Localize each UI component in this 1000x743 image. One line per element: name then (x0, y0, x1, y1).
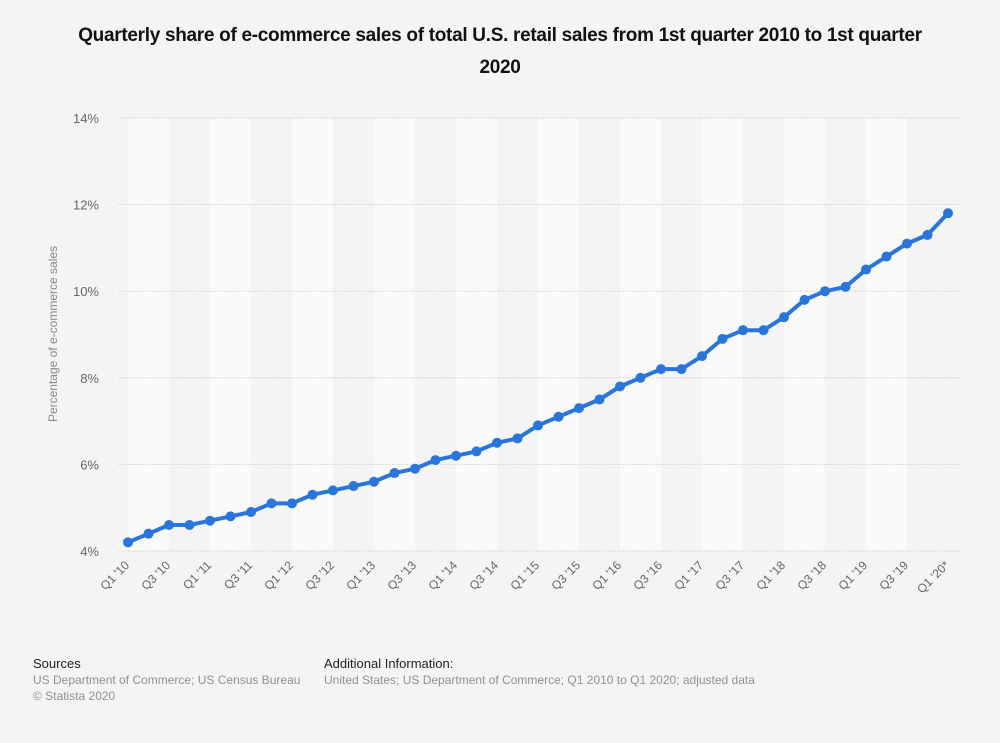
background-band (784, 118, 825, 551)
data-point[interactable] (287, 498, 297, 509)
additional-info-text: United States; US Department of Commerce… (324, 673, 755, 687)
background-band (292, 118, 333, 551)
data-point[interactable] (574, 403, 584, 414)
chart-title: Quarterly share of e-commerce sales of t… (78, 25, 922, 78)
x-tick-label: Q1 '16 (589, 558, 624, 593)
data-point[interactable] (656, 364, 666, 375)
x-tick-label: Q3 '17 (712, 558, 747, 593)
x-tick-label: Q3 '13 (384, 558, 419, 593)
data-point[interactable] (594, 394, 605, 405)
data-point[interactable] (758, 325, 769, 336)
y-tick-label: 12% (73, 198, 99, 213)
x-tick-label: Q1 '14 (425, 558, 460, 593)
x-tick-label: Q3 '15 (548, 558, 583, 593)
x-tick-label: Q3 '12 (302, 558, 337, 593)
data-point[interactable] (246, 507, 256, 518)
x-tick-label: Q1 '10 (97, 558, 132, 593)
data-point[interactable] (840, 281, 851, 292)
background-band (866, 118, 907, 551)
data-point[interactable] (943, 208, 953, 219)
data-point[interactable] (205, 515, 215, 526)
data-point[interactable] (389, 468, 400, 479)
data-point[interactable] (533, 420, 543, 431)
x-axis: Q1 '10 Q3 '10 Q1 '11 Q3 '11 Q1 '12 Q3 '12 Q1 '… (97, 558, 952, 596)
background-band (620, 118, 661, 551)
data-point[interactable] (307, 489, 318, 500)
data-point[interactable] (922, 229, 933, 240)
x-tick-label: Q3 '16 (630, 558, 665, 593)
data-point[interactable] (369, 476, 379, 487)
x-tick-label: Q3 '10 (138, 558, 173, 593)
data-point[interactable] (328, 485, 338, 496)
y-tick-label: 10% (73, 284, 99, 299)
background-band (128, 118, 169, 551)
gridlines (119, 117, 960, 552)
data-point[interactable] (123, 537, 133, 548)
data-point[interactable] (799, 294, 810, 305)
x-tick-label: Q3 '18 (794, 558, 829, 593)
data-point[interactable] (451, 450, 461, 461)
data-point[interactable] (553, 411, 564, 422)
additional-info-heading: Additional Information: (324, 656, 454, 671)
data-point[interactable] (512, 433, 523, 444)
data-point[interactable] (881, 251, 892, 262)
data-point[interactable] (779, 312, 789, 323)
x-tick-label: Q1 '18 (753, 558, 788, 593)
background-band (538, 118, 579, 551)
sources-heading: Sources (33, 656, 81, 671)
data-point[interactable] (615, 381, 625, 392)
x-tick-label: Q1 '17 (671, 558, 706, 593)
data-point[interactable] (861, 264, 871, 275)
footer-sources: Sources US Department of Commerce; US Ce… (33, 656, 300, 704)
y-tick-label: 8% (80, 371, 99, 386)
data-point[interactable] (717, 333, 728, 344)
x-tick-label: Q3 '14 (466, 558, 501, 593)
data-point[interactable] (348, 481, 359, 492)
x-tick-label: Q3 '11 (221, 558, 255, 592)
data-point[interactable] (184, 520, 195, 531)
x-tick-label: Q1 '19 (835, 558, 870, 593)
data-point[interactable] (430, 455, 441, 466)
data-point[interactable] (471, 446, 482, 457)
background-band (210, 118, 251, 551)
data-point[interactable] (164, 520, 174, 531)
y-axis: 4% 6% 8% 10% 12% 14% (73, 111, 99, 559)
x-tick-label: Q1 '15 (507, 558, 542, 593)
data-point[interactable] (697, 351, 707, 362)
background-band (456, 118, 497, 551)
sources-text: US Department of Commerce; US Census Bur… (33, 673, 301, 687)
data-point[interactable] (492, 437, 502, 448)
copyright-text: © Statista 2020 (33, 689, 116, 703)
x-tick-label: Q1 '12 (261, 558, 296, 593)
data-point[interactable] (738, 325, 748, 336)
data-point[interactable] (143, 528, 154, 539)
data-point[interactable] (820, 286, 830, 297)
y-tick-label: 14% (73, 111, 99, 126)
x-tick-label: Q1 '20* (914, 558, 952, 596)
footer-additional-info: Additional Information: United States; U… (324, 656, 755, 688)
data-point[interactable] (266, 498, 277, 509)
data-point[interactable] (225, 511, 236, 522)
y-tick-label: 4% (80, 544, 99, 559)
data-point[interactable] (635, 372, 646, 383)
x-tick-label: Q1 '13 (343, 558, 378, 593)
x-tick-label: Q3 '19 (876, 558, 911, 593)
data-point[interactable] (676, 364, 687, 375)
background-band (374, 118, 415, 551)
y-tick-label: 6% (80, 457, 99, 472)
background-bands (128, 118, 907, 551)
x-tick-label: Q1 '11 (180, 558, 214, 592)
data-point[interactable] (410, 463, 420, 474)
data-point[interactable] (902, 238, 912, 249)
y-axis-title: Percentage of e-commerce sales (46, 246, 60, 422)
series-group (123, 208, 953, 548)
